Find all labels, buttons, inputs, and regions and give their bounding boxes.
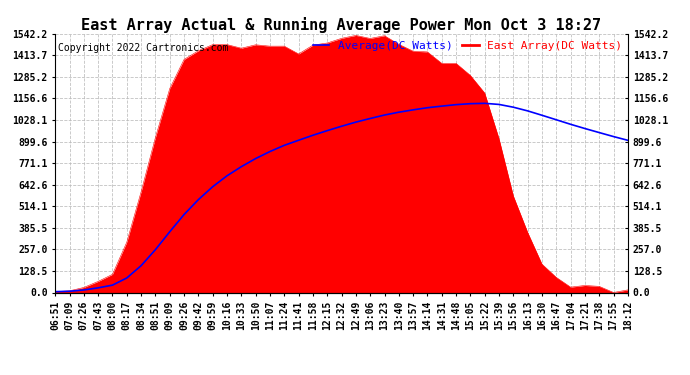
Text: Copyright 2022 Cartronics.com: Copyright 2022 Cartronics.com bbox=[58, 43, 228, 53]
Title: East Array Actual & Running Average Power Mon Oct 3 18:27: East Array Actual & Running Average Powe… bbox=[81, 16, 602, 33]
Legend: Average(DC Watts), East Array(DC Watts): Average(DC Watts), East Array(DC Watts) bbox=[308, 37, 627, 56]
